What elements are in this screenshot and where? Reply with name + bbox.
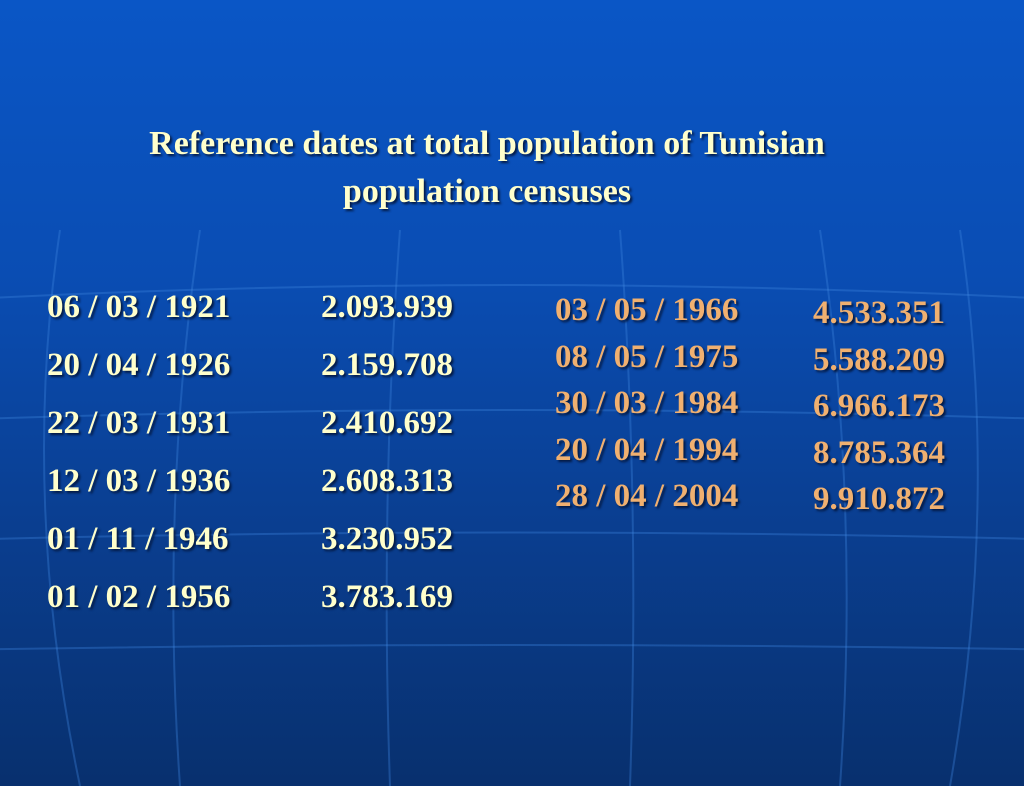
census-date: 20 / 04 / 1994 [555, 431, 739, 468]
right-population-column: 4.533.351 5.588.209 6.966.173 8.785.364 … [813, 293, 945, 526]
census-population: 8.785.364 [813, 434, 945, 471]
census-date: 03 / 05 / 1966 [555, 292, 739, 328]
census-date: 30 / 03 / 1984 [555, 385, 739, 421]
census-date: 06 / 03 / 1921 [47, 289, 231, 325]
census-population: 6.966.173 [813, 388, 945, 424]
census-date: 08 / 05 / 1975 [555, 338, 739, 375]
census-population: 2.093.939 [321, 289, 453, 325]
census-date: 20 / 04 / 1926 [47, 347, 231, 383]
census-date: 12 / 03 / 1936 [47, 463, 231, 499]
census-date: 22 / 03 / 1931 [47, 405, 231, 441]
census-population: 5.588.209 [813, 341, 945, 378]
census-date: 01 / 11 / 1946 [47, 521, 229, 557]
slide-title-line-2: population censuses [342, 173, 632, 210]
right-dates-column: 03 / 05 / 1966 08 / 05 / 1975 30 / 03 / … [555, 290, 738, 523]
census-date: 28 / 04 / 2004 [555, 478, 739, 514]
slide-title-line-1: Reference dates at total population of T… [149, 125, 825, 162]
census-date: 01 / 02 / 1956 [47, 579, 231, 615]
census-population: 3.783.169 [321, 579, 453, 615]
census-population: 3.230.952 [321, 521, 453, 557]
census-population: 4.533.351 [813, 295, 945, 331]
slide-title: Reference dates at total population of T… [62, 120, 912, 216]
census-population: 2.159.708 [321, 347, 453, 383]
census-population: 2.608.313 [321, 463, 453, 499]
census-population: 9.910.872 [813, 481, 945, 517]
left-population-column: 2.093.939 2.159.708 2.410.692 2.608.313 … [321, 285, 453, 633]
census-population: 2.410.692 [321, 405, 453, 441]
left-dates-column: 06 / 03 / 1921 20 / 04 / 1926 22 / 03 / … [47, 285, 230, 633]
